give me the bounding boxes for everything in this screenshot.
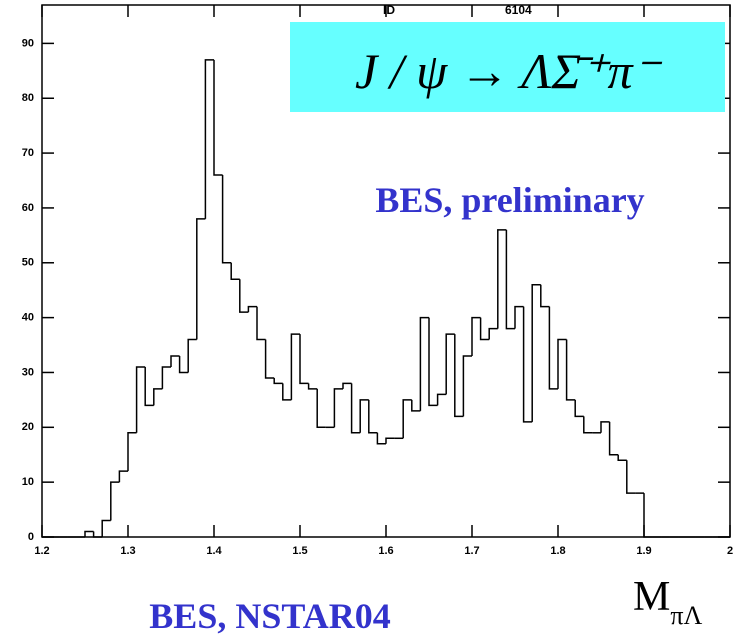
- histogram-bin: [282, 383, 292, 401]
- histogram-bin: [350, 383, 361, 434]
- x-tick-label: 1.4: [206, 545, 222, 557]
- y-tick-label: 30: [22, 366, 34, 378]
- histogram-bin: [402, 399, 412, 439]
- stats-id: 6104: [505, 3, 532, 17]
- x-tick-label: 1.2: [34, 545, 49, 557]
- footer: BES, NSTAR04: [149, 596, 390, 636]
- y-tick-label: 10: [22, 476, 34, 488]
- x-tick-label: 1.3: [120, 545, 135, 557]
- x-tick-label: 1.9: [636, 545, 651, 557]
- histogram-bin: [574, 399, 584, 418]
- histogram-bin: [436, 393, 447, 406]
- histogram-bin: [626, 460, 636, 494]
- histogram-bin: [161, 366, 171, 389]
- annotation: J / ψ → ΛΣ̄⁺π⁻: [355, 43, 663, 99]
- histogram-bin: [290, 333, 300, 400]
- histogram-bin: [376, 432, 386, 445]
- histogram-bin: [471, 316, 481, 357]
- subtitle: BES, preliminary: [375, 180, 644, 220]
- histogram-bin: [462, 355, 472, 417]
- histogram-bin: [264, 339, 275, 379]
- histogram-bin: [256, 306, 266, 341]
- histogram-bin: [170, 355, 180, 367]
- y-tick-label: 40: [22, 312, 34, 324]
- histogram-bin: [316, 388, 326, 429]
- x-tick-label: 1.8: [550, 545, 565, 557]
- x-axis-label-main: M: [633, 574, 670, 620]
- histogram-bin: [101, 519, 111, 537]
- histogram-bin: [153, 388, 163, 406]
- histogram-bin: [247, 305, 257, 313]
- histogram-bin: [84, 530, 94, 537]
- x-tick-label: 2: [727, 545, 733, 557]
- y-tick-label: 70: [22, 147, 34, 159]
- x-tick-label: 1.7: [464, 545, 479, 557]
- stats-id-label: ID: [383, 3, 395, 17]
- y-tick-label: 60: [22, 202, 34, 214]
- histogram-bin: [540, 284, 550, 308]
- histogram-bin: [368, 399, 378, 434]
- histogram-bin: [548, 306, 558, 390]
- histogram-bin: [187, 338, 197, 373]
- histogram-bin: [583, 416, 593, 434]
- histogram-bin: [213, 59, 223, 176]
- histogram-bin: [497, 229, 507, 329]
- histogram-bin: [445, 333, 455, 395]
- histogram-bin: [617, 454, 627, 461]
- histogram-bin: [419, 316, 429, 411]
- histogram-bin: [135, 366, 146, 433]
- histogram-bin: [557, 338, 567, 389]
- histogram-bin: [505, 229, 515, 330]
- y-tick-label: 90: [22, 37, 34, 49]
- x-tick-label: 1.5: [292, 545, 307, 557]
- histogram-bin: [118, 470, 128, 483]
- y-tick-label: 50: [22, 257, 34, 269]
- histogram-bin: [531, 283, 541, 422]
- histogram-bin: [92, 531, 103, 538]
- histogram-bin: [643, 493, 653, 538]
- histogram-bin: [608, 421, 619, 456]
- y-tick-label: 80: [22, 92, 34, 104]
- x-tick-label: 1.6: [378, 545, 393, 557]
- histogram-bin: [307, 383, 318, 390]
- histogram-bin: [196, 218, 206, 340]
- histogram-bin: [273, 377, 283, 385]
- histogram-bin: [110, 481, 120, 521]
- histogram-bin: [144, 366, 154, 407]
- histogram-bin: [600, 421, 610, 433]
- histogram-bin: [522, 306, 533, 423]
- histogram-bin: [239, 279, 249, 313]
- histogram-bin: [299, 334, 309, 385]
- y-tick-label: 0: [28, 531, 34, 543]
- histogram-bin: [428, 317, 438, 407]
- x-axis-label-sub: πΛ: [670, 601, 702, 630]
- histogram-bin: [333, 388, 343, 428]
- histogram-bin: [359, 399, 369, 433]
- histogram-bin: [514, 305, 524, 329]
- histogram-bin: [127, 432, 137, 472]
- y-tick-label: 20: [22, 421, 34, 433]
- histogram-bin: [454, 334, 464, 418]
- histogram-bin: [488, 327, 498, 340]
- histogram-bin: [230, 262, 240, 280]
- histogram-bin: [411, 399, 421, 412]
- histogram-bin: [178, 356, 189, 374]
- histogram-bin: [221, 175, 232, 264]
- histogram-bin: [385, 437, 395, 444]
- histogram-bin: [565, 339, 576, 401]
- annotation-box: [290, 22, 725, 112]
- histogram-bin: [342, 382, 352, 389]
- histogram-bin: [479, 317, 490, 341]
- x-axis-label: MπΛ: [633, 574, 702, 630]
- plot-area: 0 10 20 30 40 50 60 70 80 90 1.2 1.3 1.4 1.5 1.6 1.7 1.8…: [22, 4, 733, 557]
- histogram-bin: [204, 59, 214, 219]
